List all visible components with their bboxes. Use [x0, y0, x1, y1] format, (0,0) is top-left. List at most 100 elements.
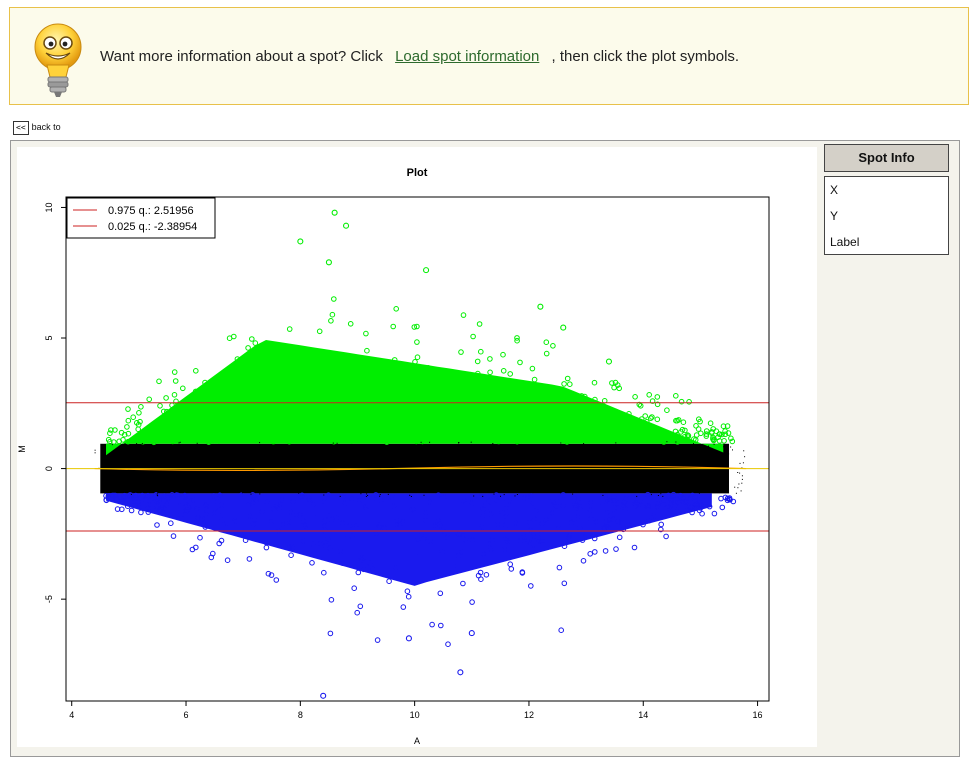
- load-spot-info-link[interactable]: Load spot information: [395, 48, 540, 65]
- down-point: [180, 494, 186, 501]
- up-point: [105, 436, 112, 443]
- middle-point: [225, 481, 227, 483]
- down-point: [479, 512, 486, 519]
- up-point: [224, 394, 231, 400]
- down-point: [246, 501, 252, 508]
- up-point: [125, 430, 132, 437]
- middle-point: [637, 461, 639, 463]
- middle-point: [579, 459, 580, 461]
- up-point: [592, 396, 598, 403]
- ma-plot[interactable]: Plot 4 6 8 10 12 14 16 -5 0 5 10 A M 0.975 q.: 2.…: [17, 147, 817, 747]
- up-point: [507, 371, 514, 377]
- up-point: [722, 428, 728, 434]
- middle-point: [292, 444, 294, 446]
- up-point: [203, 403, 210, 410]
- up-point: [351, 392, 358, 399]
- up-point: [137, 418, 143, 425]
- up-point: [276, 409, 283, 416]
- middle-point: [670, 490, 672, 492]
- middle-point: [348, 462, 350, 463]
- back-button[interactable]: <<: [13, 121, 29, 135]
- down-point: [305, 494, 312, 501]
- down-point: [621, 502, 627, 508]
- middle-point: [413, 452, 415, 454]
- down-point: [549, 510, 556, 516]
- up-point: [632, 425, 639, 431]
- down-point: [128, 507, 135, 514]
- down-point: [103, 497, 110, 504]
- middle-point: [647, 469, 648, 471]
- up-point: [654, 394, 661, 400]
- down-point: [268, 518, 274, 525]
- up-point: [108, 427, 114, 433]
- middle-point: [117, 480, 119, 482]
- middle-point: [190, 475, 192, 477]
- plot-panel: Plot 4 6 8 10 12 14 16 -5 0 5 10 A M 0.975 q.: 2.…: [10, 140, 960, 757]
- middle-point: [602, 475, 603, 477]
- down-point: [593, 519, 600, 525]
- data-points: [94, 209, 747, 699]
- middle-point: [402, 458, 404, 460]
- middle-point: [323, 494, 325, 496]
- middle-point: [298, 487, 300, 489]
- middle-point: [732, 449, 733, 451]
- down-point: [193, 544, 199, 551]
- up-point: [626, 411, 632, 417]
- down-point: [632, 500, 638, 507]
- up-point: [172, 378, 179, 384]
- up-point: [419, 438, 426, 445]
- down-point: [429, 621, 435, 628]
- middle-point: [555, 475, 557, 477]
- up-point: [384, 439, 390, 446]
- up-point: [361, 417, 368, 424]
- down-point: [503, 505, 510, 512]
- down-point: [706, 503, 713, 510]
- middle-point: [548, 447, 550, 449]
- down-point: [287, 509, 294, 515]
- middle-point: [109, 443, 111, 444]
- up-point: [440, 395, 447, 401]
- down-point: [616, 534, 623, 541]
- up-point: [326, 397, 333, 403]
- middle-point: [397, 451, 399, 453]
- down-band: [106, 493, 712, 586]
- middle-point: [497, 461, 499, 463]
- down-point: [673, 496, 680, 503]
- down-point: [618, 519, 625, 526]
- up-point: [270, 438, 277, 445]
- middle-point: [300, 479, 302, 481]
- middle-point: [620, 463, 622, 465]
- spot-info-header[interactable]: Spot Info: [824, 144, 949, 172]
- middle-point: [238, 451, 240, 453]
- down-point: [688, 504, 695, 511]
- up-point: [610, 434, 617, 440]
- up-point: [616, 385, 623, 392]
- middle-point: [257, 462, 259, 464]
- up-point: [393, 306, 400, 312]
- down-point: [487, 541, 493, 547]
- up-point: [233, 363, 239, 369]
- up-point: [164, 408, 170, 415]
- quantile-lines: [66, 402, 769, 532]
- down-point: [321, 498, 328, 505]
- up-point: [156, 428, 162, 435]
- up-point: [386, 406, 392, 413]
- down-point: [623, 495, 630, 502]
- legend-label-lower: 0.025 q.: -2.38954: [108, 221, 197, 233]
- down-point: [718, 495, 724, 502]
- up-point: [522, 430, 528, 437]
- down-point: [680, 499, 687, 505]
- spot-info-box: X Y Label: [824, 176, 949, 255]
- down-point: [646, 517, 652, 524]
- down-point: [131, 497, 137, 504]
- up-point: [337, 395, 344, 401]
- middle-point: [633, 488, 635, 490]
- middle-point: [695, 480, 697, 482]
- plot-area[interactable]: Plot 4 6 8 10 12 14 16 -5 0 5 10 A M 0.975 q.: 2.…: [17, 147, 817, 747]
- middle-point: [159, 451, 161, 453]
- down-point: [148, 495, 155, 502]
- middle-point: [184, 466, 186, 468]
- middle-point: [409, 494, 411, 496]
- up-point: [224, 380, 231, 387]
- up-point: [422, 417, 429, 424]
